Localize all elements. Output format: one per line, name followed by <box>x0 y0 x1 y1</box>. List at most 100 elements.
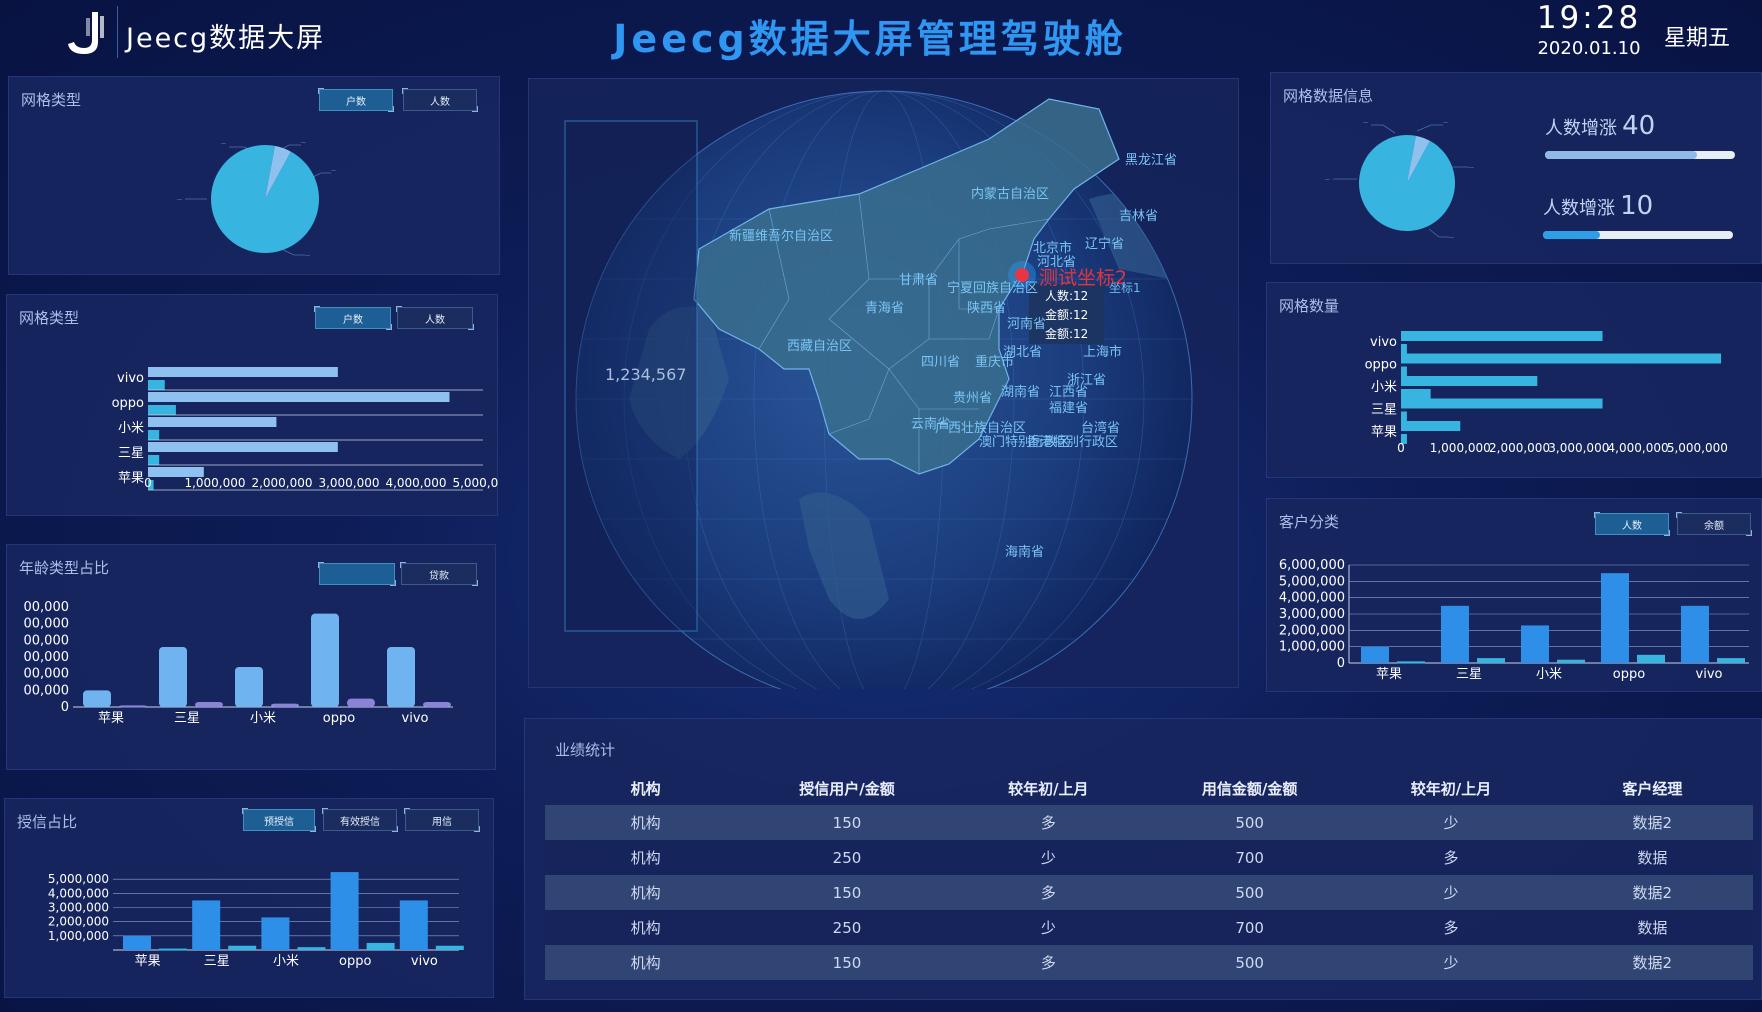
tick-label: 6,000,000 <box>1279 558 1345 573</box>
tab-households[interactable]: 户数 <box>318 88 394 112</box>
map-region-label[interactable]: 福建省 <box>1049 401 1089 416</box>
map-region-label[interactable]: 宁夏回族自治区 <box>947 281 1039 296</box>
map-region-label[interactable]: 新疆维吾尔自治区 <box>729 229 834 244</box>
tick-label: 00,000 <box>24 650 70 665</box>
map-region-label[interactable]: 云南省 <box>911 417 951 432</box>
map-region-label[interactable]: 广西壮族自治区 <box>935 421 1027 436</box>
map-region-label[interactable]: 甘肃省 <box>899 273 939 288</box>
map-region-label[interactable]: 海南省 <box>1005 545 1045 560</box>
tick-label: 5,000,000 <box>452 476 499 490</box>
map-panel: 1,234,567 测试坐标2 坐标1 人数:12 金额:12 金额:12 黑龙… <box>528 78 1239 689</box>
map-region-label[interactable]: 青海省 <box>865 301 905 316</box>
category-label: vivo <box>117 371 144 386</box>
bar <box>347 698 375 707</box>
bar <box>148 480 154 490</box>
column-header: 机构 <box>630 779 661 798</box>
tab-loan[interactable]: 贷款 <box>400 562 478 586</box>
table-cell: 多 <box>1350 840 1552 875</box>
category-label: 小米 <box>118 421 144 436</box>
bar <box>228 945 257 950</box>
map-region-label[interactable]: 贵州省 <box>953 391 993 406</box>
map-marker-label-2: 坐标1 <box>1109 281 1141 295</box>
tick-label: 5,000,000 <box>1667 441 1728 455</box>
bar <box>330 872 359 950</box>
bar <box>1681 605 1709 663</box>
map-region-label[interactable]: 上海市 <box>1083 345 1123 360</box>
category-label: 小米 <box>250 711 276 726</box>
map-region-label[interactable]: 香港特别行政区 <box>1027 435 1119 450</box>
panel-age-ratio: 年龄类型占比 贷款 0 00,000 00,000 00,000 00,000 00,00… <box>6 544 496 770</box>
map-region-label[interactable]: 黑龙江省 <box>1125 153 1178 168</box>
bar <box>119 705 147 708</box>
map-region-label[interactable]: 江西省 <box>1049 385 1089 400</box>
map-counter: 1,234,567 <box>605 365 687 384</box>
table-row[interactable]: 机构 250 少 700 多数据 <box>545 840 1753 875</box>
growth-progress-fill <box>1543 231 1600 239</box>
bar <box>1601 573 1629 663</box>
map-region-label[interactable]: 浙江省 <box>1067 373 1107 388</box>
map-region-label[interactable]: 吉林省 <box>1119 209 1159 224</box>
growth-label: 人数增涨 <box>1543 198 1615 219</box>
table-cell: 数据2 <box>1551 875 1753 910</box>
tab-pre-credit[interactable]: 预授信 <box>242 808 316 832</box>
bar <box>435 945 464 950</box>
map-region-label[interactable]: 澳门特别行政区 <box>979 435 1071 450</box>
svg-text:—: — <box>1469 165 1474 171</box>
globe-map <box>564 90 1193 689</box>
map-region-label[interactable]: 陕西省 <box>967 301 1007 316</box>
map-region-label[interactable]: 河南省 <box>1007 317 1047 332</box>
map-marker-label[interactable]: 测试坐标2 <box>1039 267 1128 289</box>
bar <box>148 467 204 477</box>
table-cell: 150 <box>746 945 948 980</box>
panel-title: 网格类型 <box>19 309 80 327</box>
tick-label: 5,000,000 <box>48 872 109 886</box>
bar <box>1717 658 1745 663</box>
panel-grid-info: 网格数据信息 — — — — — 人数增涨 40 人数增涨 10 <box>1270 72 1762 264</box>
map-region-label[interactable]: 西藏自治区 <box>787 339 853 354</box>
bar <box>1441 605 1469 663</box>
map-marker <box>1015 268 1029 282</box>
tick-label: 3,000,000 <box>1279 607 1345 622</box>
tick-label: 2,000,000 <box>1489 441 1550 455</box>
table-row[interactable]: 机构 150 多 500 少数据2 <box>545 805 1753 840</box>
category-label: 苹果 <box>98 711 124 726</box>
map-region-label[interactable]: 湖南省 <box>1001 385 1041 400</box>
bar <box>1401 411 1407 422</box>
table-cell: 多 <box>947 875 1149 910</box>
tick-label: 5,000,000 <box>1279 574 1345 589</box>
bar <box>1557 659 1585 663</box>
tab-households[interactable]: 户数 <box>314 306 392 330</box>
map-region-label[interactable]: 河北省 <box>1037 255 1077 270</box>
tab-credit-used[interactable]: 用信 <box>404 808 480 832</box>
table-row[interactable]: 机构 150 多 500 少数据2 <box>545 875 1753 910</box>
header: Jeecg数据大屏 Jeecg数据大屏管理驾驶舱 19:28 2020.01.1… <box>0 0 1762 64</box>
bar <box>311 613 339 707</box>
tab-people[interactable]: 人数 <box>1594 512 1670 536</box>
performance-table: 机构 授信用户/金额 较年初/上月 用信金额/金额 较年初/上月 客户经理 机构… <box>545 771 1753 980</box>
bar <box>399 900 428 950</box>
bar <box>1401 344 1407 354</box>
pie-labels: — — — — — <box>177 140 336 259</box>
category-label: 苹果 <box>1371 425 1397 440</box>
tick-label: 4,000,000 <box>1279 591 1345 606</box>
category-label: 苹果 <box>135 954 161 969</box>
map-region-label[interactable]: 台湾省 <box>1081 421 1121 436</box>
bar <box>1361 646 1389 663</box>
map-region-label[interactable]: 内蒙古自治区 <box>971 187 1050 202</box>
bar <box>83 690 111 707</box>
map-region-label[interactable]: 四川省 <box>921 355 961 370</box>
table-row[interactable]: 机构 250 少 700 多数据 <box>545 910 1753 945</box>
svg-text:—: — <box>177 197 182 203</box>
bar <box>271 703 299 707</box>
map-region-label[interactable]: 北京市 <box>1033 241 1073 256</box>
tab-balance[interactable]: 余额 <box>1676 512 1752 536</box>
tab-people[interactable]: 人数 <box>402 88 478 112</box>
map-region-label[interactable]: 重庆市 <box>975 355 1015 370</box>
map-region-label[interactable]: 辽宁省 <box>1085 237 1125 252</box>
tab-people[interactable]: 人数 <box>396 306 474 330</box>
map-region-label[interactable]: 湖北省 <box>1003 345 1043 360</box>
tab-age-primary[interactable] <box>318 562 396 586</box>
tab-effective-credit[interactable]: 有效授信 <box>322 808 398 832</box>
table-row[interactable]: 机构 150 多 500 少数据2 <box>545 945 1753 980</box>
table-cell: 少 <box>1350 805 1552 840</box>
